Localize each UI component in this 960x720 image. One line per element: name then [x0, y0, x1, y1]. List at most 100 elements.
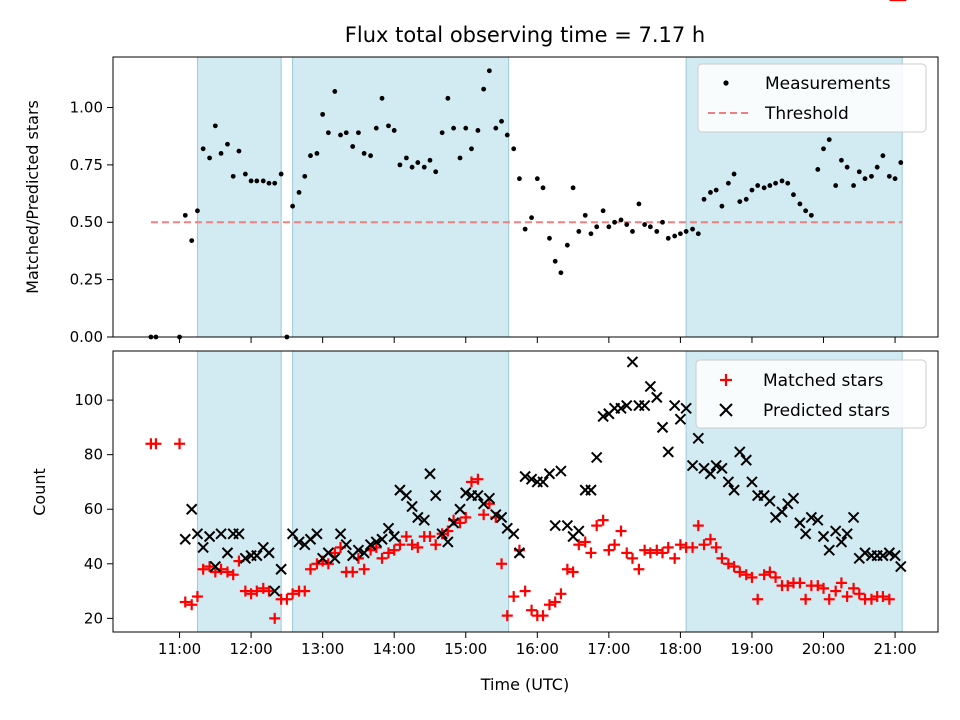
matched-point [174, 438, 186, 450]
measurement-point [719, 203, 725, 209]
matched-point [841, 591, 853, 603]
measurement-point [779, 178, 785, 184]
measurement-point [325, 130, 331, 136]
matched-point [662, 541, 674, 553]
measurement-point [606, 224, 612, 230]
predicted-point [239, 552, 252, 565]
predicted-point [233, 528, 245, 540]
matched-point [406, 539, 418, 551]
measurement-point [654, 229, 660, 234]
matched-point [764, 566, 776, 578]
measurement-point [278, 171, 284, 177]
measurement-point [558, 270, 564, 276]
matched-point [227, 569, 239, 581]
measurement-point [743, 196, 749, 202]
measurement-point [767, 183, 773, 188]
measurement-point [665, 235, 671, 241]
predicted-point [483, 492, 496, 505]
measurement-point [886, 173, 892, 179]
predicted-point [561, 519, 574, 532]
predicted-point [358, 547, 370, 559]
matched-point [394, 539, 406, 551]
matched-point [704, 533, 716, 545]
matched-point [543, 599, 555, 611]
predicted-point [179, 533, 191, 545]
measurement-point [683, 229, 689, 234]
matched-point [710, 541, 722, 553]
predicted-point [490, 508, 502, 521]
measurement-point [737, 199, 743, 204]
matched-point [752, 593, 764, 605]
legend-predicted-label: Predicted stars [763, 401, 890, 421]
measurement-point [433, 169, 439, 175]
measurement-point [314, 150, 320, 156]
predicted-point [686, 459, 699, 472]
measurement-point [457, 155, 463, 161]
measurement-point [200, 146, 206, 152]
predicted-point [311, 528, 323, 540]
matched-point [221, 566, 233, 578]
matched-point [508, 591, 520, 603]
matched-point [800, 593, 812, 605]
measurement-point [701, 196, 707, 202]
matched-point [281, 593, 293, 605]
predicted-point [692, 432, 705, 445]
matched-point [669, 552, 681, 564]
measurement-point [207, 155, 212, 161]
matched-point [591, 520, 603, 532]
bottom-legend: Matched stars Predicted stars [695, 359, 927, 429]
measurement-point [439, 130, 445, 136]
predicted-point [429, 489, 442, 502]
bottom-legend-box [695, 359, 927, 429]
predicted-point [799, 528, 812, 540]
predicted-point [197, 541, 209, 554]
measurement-point [534, 176, 540, 182]
measurement-point [856, 169, 862, 175]
measurement-point [570, 185, 576, 191]
matched-point [204, 561, 216, 573]
matched-point [412, 541, 424, 553]
predicted-point [889, 549, 901, 562]
matched-point [626, 552, 638, 564]
predicted-point [293, 536, 305, 548]
measurement-point [642, 222, 648, 227]
matched-point [692, 520, 704, 532]
predicted-point [251, 549, 263, 562]
measurement-point [594, 224, 600, 230]
predicted-point [286, 528, 299, 540]
measurements-series [148, 68, 904, 340]
measurement-point [296, 190, 302, 195]
measurement-point [230, 173, 236, 179]
measurement-point [225, 141, 230, 147]
shaded-span [196, 56, 282, 338]
measurement-point [475, 128, 481, 133]
predicted-point [513, 547, 526, 559]
matched-point [615, 525, 627, 537]
measurement-point [195, 208, 200, 214]
predicted-point [662, 446, 674, 458]
measurement-point [368, 153, 373, 159]
predicted-point [436, 528, 448, 540]
measurement-point [451, 125, 456, 131]
measurement-point [517, 176, 522, 182]
matched-point [191, 591, 203, 603]
y-tick-label: 1.00 [70, 98, 103, 116]
predicted-point [460, 487, 472, 499]
measurement-point [338, 132, 343, 138]
matched-point [674, 539, 686, 551]
measurement-point [302, 173, 308, 179]
y-tick-label: 0.00 [70, 328, 103, 346]
predicted-point [656, 421, 669, 434]
measurement-point [547, 235, 552, 241]
measurement-point [248, 178, 254, 184]
matched-point [621, 547, 633, 559]
predicted-point [674, 413, 687, 425]
y-tick-label: 0.25 [70, 271, 103, 289]
x-tick-label: 17:00 [587, 640, 630, 658]
matched-point [311, 558, 323, 570]
predicted-point [191, 528, 204, 540]
top-y-ticks: 0.00 0.25 0.50 0.75 1.00 [70, 98, 113, 346]
matched-point [304, 563, 316, 575]
predicted-point [615, 402, 627, 414]
